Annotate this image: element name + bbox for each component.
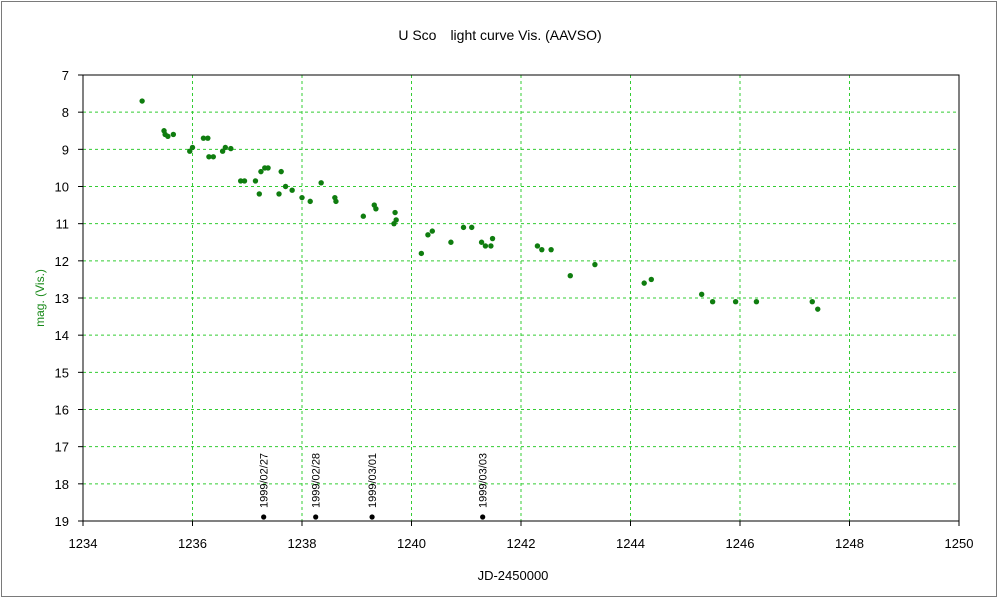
date-markers: 1999/02/27 1999/02/28 1999/03/01 1999/03/03 bbox=[259, 453, 490, 520]
date-marker-dot bbox=[369, 514, 375, 520]
data-point bbox=[205, 135, 211, 141]
y-tick-label: 8 bbox=[62, 105, 69, 120]
data-point bbox=[307, 198, 313, 205]
chart-title: U Sco light curve Vis. (AAVSO) bbox=[398, 27, 601, 43]
date-marker-dot bbox=[313, 514, 319, 520]
data-point bbox=[482, 243, 489, 249]
data-point bbox=[258, 168, 264, 175]
grid bbox=[83, 75, 959, 521]
y-axis-label: mag. (Vis.) bbox=[33, 269, 47, 327]
date-marker-label: 1999/03/03 bbox=[478, 453, 490, 508]
data-point bbox=[393, 217, 399, 223]
data-point bbox=[489, 235, 496, 242]
data-point bbox=[256, 191, 262, 197]
date-marker-label: 1999/02/28 bbox=[311, 453, 323, 508]
x-tick-label: 1250 bbox=[945, 536, 974, 551]
data-point bbox=[228, 145, 234, 152]
data-point bbox=[289, 187, 295, 193]
axis-ticks: 1234 1236 1238 1240 1242 1244 1246 1248 1250 7 8 9 1… bbox=[55, 68, 974, 551]
data-point bbox=[219, 148, 226, 154]
y-tick-label: 14 bbox=[55, 328, 69, 343]
x-tick-label: 1234 bbox=[69, 536, 98, 551]
data-point bbox=[641, 280, 647, 286]
data-point bbox=[206, 154, 212, 160]
y-tick-label: 17 bbox=[55, 440, 69, 455]
data-point bbox=[392, 209, 398, 216]
data-point bbox=[265, 165, 271, 171]
data-point bbox=[425, 232, 431, 238]
data-point bbox=[753, 299, 760, 305]
data-point bbox=[592, 261, 598, 268]
date-marker-dot bbox=[480, 514, 486, 520]
data-point bbox=[809, 299, 815, 305]
date-marker-label: 1999/03/01 bbox=[367, 453, 379, 508]
y-tick-label: 7 bbox=[62, 68, 69, 83]
y-tick-label: 19 bbox=[55, 514, 69, 529]
x-tick-label: 1240 bbox=[397, 536, 426, 551]
x-axis-label: JD-2450000 bbox=[478, 568, 549, 583]
x-tick-label: 1238 bbox=[288, 536, 317, 551]
data-point bbox=[333, 198, 339, 205]
data-point bbox=[210, 154, 217, 160]
data-point bbox=[299, 194, 305, 201]
y-tick-label: 12 bbox=[55, 254, 69, 269]
data-point bbox=[189, 144, 196, 151]
y-tick-label: 10 bbox=[55, 180, 69, 195]
data-point bbox=[732, 299, 739, 305]
y-tick-label: 18 bbox=[55, 477, 69, 492]
data-point bbox=[139, 98, 145, 104]
date-marker-dot bbox=[261, 514, 267, 520]
data-point bbox=[252, 178, 259, 184]
y-tick-label: 15 bbox=[55, 365, 69, 380]
y-tick-label: 9 bbox=[62, 142, 69, 157]
data-point bbox=[534, 243, 541, 249]
data-point bbox=[488, 243, 494, 249]
data-point bbox=[815, 306, 821, 312]
data-points bbox=[139, 98, 821, 312]
data-point bbox=[539, 246, 545, 253]
data-point bbox=[478, 239, 485, 245]
data-point bbox=[276, 191, 282, 197]
data-point bbox=[318, 180, 324, 186]
data-point bbox=[165, 133, 171, 140]
data-point bbox=[170, 131, 177, 138]
data-point bbox=[418, 250, 425, 257]
data-point bbox=[709, 299, 716, 305]
data-point bbox=[460, 224, 467, 231]
data-point bbox=[237, 178, 244, 184]
x-tick-label: 1242 bbox=[507, 536, 536, 551]
y-tick-label: 16 bbox=[55, 403, 69, 418]
data-point bbox=[548, 246, 554, 253]
data-point bbox=[200, 135, 207, 141]
data-point bbox=[278, 168, 284, 175]
data-point bbox=[648, 276, 655, 283]
data-point bbox=[448, 239, 454, 245]
data-point bbox=[567, 273, 573, 279]
x-tick-label: 1244 bbox=[616, 536, 645, 551]
data-point bbox=[187, 148, 193, 154]
y-tick-label: 11 bbox=[56, 217, 70, 232]
x-tick-label: 1248 bbox=[835, 536, 864, 551]
y-tick-label: 13 bbox=[55, 291, 69, 306]
data-point bbox=[241, 178, 248, 184]
data-point bbox=[282, 183, 289, 190]
x-tick-label: 1236 bbox=[178, 536, 207, 551]
data-point bbox=[469, 224, 475, 231]
date-marker-label: 1999/02/27 bbox=[259, 453, 271, 508]
data-point bbox=[429, 228, 436, 234]
data-point bbox=[360, 213, 367, 219]
data-point bbox=[222, 144, 229, 151]
data-point bbox=[698, 291, 705, 297]
data-point bbox=[373, 206, 379, 212]
x-tick-label: 1246 bbox=[726, 536, 755, 551]
